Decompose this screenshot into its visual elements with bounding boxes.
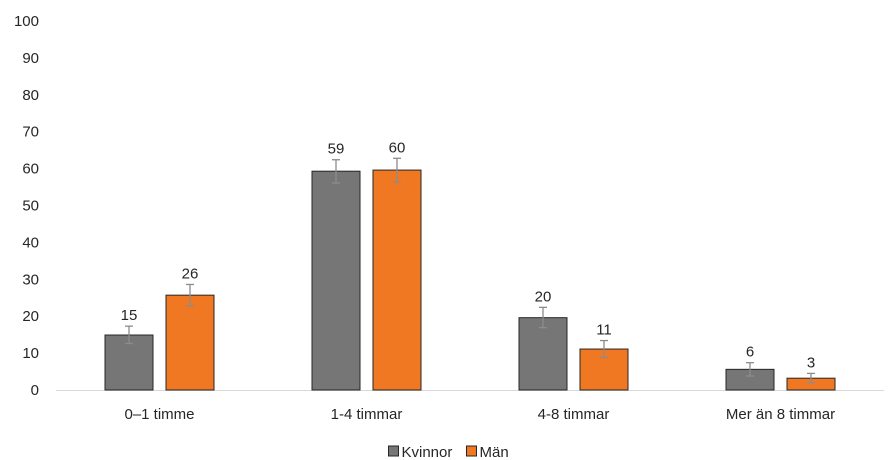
bar-kvinnor xyxy=(311,170,361,391)
data-label: 15 xyxy=(121,307,138,324)
y-tick-label: 60 xyxy=(22,161,39,178)
x-tick-label: 1-4 timmar xyxy=(331,406,403,423)
data-label: 20 xyxy=(535,288,552,305)
y-tick-label: 50 xyxy=(22,198,39,215)
legend-label: Män xyxy=(480,444,509,460)
x-axis-tick-labels: 0–1 timme 1-4 timmar 4-8 timmar Mer än 8 ti… xyxy=(124,406,835,423)
error-bar-group xyxy=(125,157,815,384)
x-tick-label: 4-8 timmar xyxy=(538,406,610,423)
y-tick-label: 40 xyxy=(22,234,39,251)
y-axis-tick-labels: 0 10 20 30 40 50 60 70 80 90 100 xyxy=(14,13,39,399)
y-tick-label: 90 xyxy=(22,50,39,67)
bar-män xyxy=(372,169,422,391)
legend-label: Kvinnor xyxy=(402,444,453,460)
y-tick-label: 0 xyxy=(31,382,39,399)
x-tick-label: Mer än 8 timmar xyxy=(726,406,835,423)
data-label: 60 xyxy=(389,139,406,156)
data-label: 3 xyxy=(807,354,815,371)
y-tick-label: 30 xyxy=(22,271,39,288)
y-tick-label: 20 xyxy=(22,308,39,325)
data-label-group: 15 26 59 60 20 11 6 3 xyxy=(121,139,816,371)
data-label: 6 xyxy=(746,344,754,361)
y-tick-label: 80 xyxy=(22,87,39,104)
x-tick-label: 0–1 timme xyxy=(124,406,194,423)
legend: Kvinnor Män xyxy=(388,444,509,460)
y-tick-label: 100 xyxy=(14,13,39,30)
data-label: 26 xyxy=(182,265,199,282)
bar-series-group xyxy=(104,169,836,391)
y-tick-label: 10 xyxy=(22,345,39,362)
bar-män xyxy=(165,294,215,391)
data-label: 11 xyxy=(596,322,612,339)
legend-swatch-män xyxy=(466,445,477,457)
y-tick-label: 70 xyxy=(22,124,39,141)
bar-kvinnor xyxy=(518,317,568,391)
legend-swatch-kvinnor xyxy=(388,445,399,457)
data-label: 59 xyxy=(328,141,345,158)
bar-kvinnor xyxy=(104,334,154,391)
